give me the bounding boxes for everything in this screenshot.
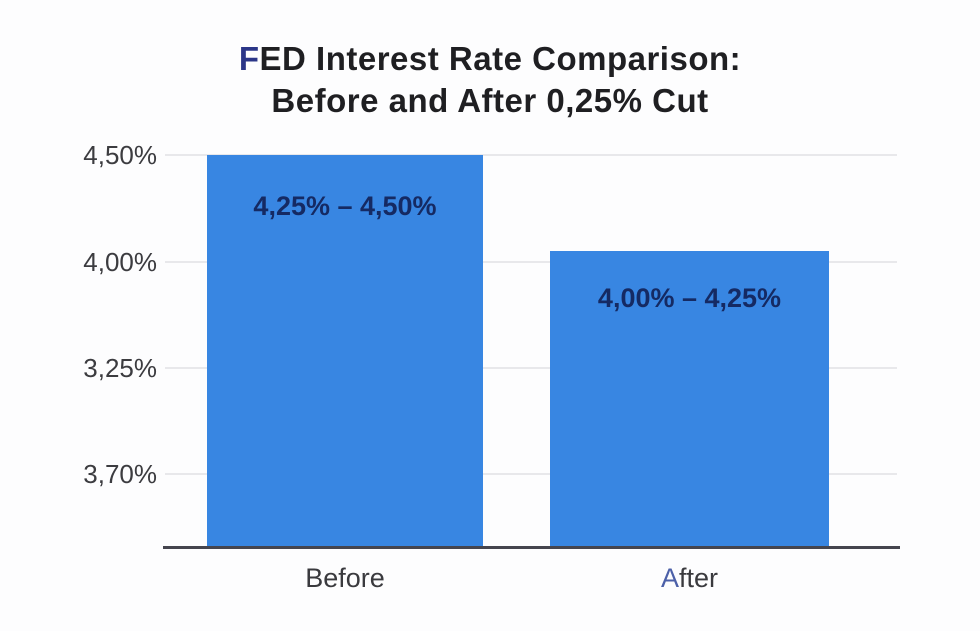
chart-title-line2: Before and After 0,25% Cut bbox=[271, 82, 709, 119]
y-tick-label-3-25: 3,25% bbox=[83, 353, 157, 383]
gridline-3-25 bbox=[165, 367, 897, 369]
chart-title-line1: FED Interest Rate Comparison: bbox=[238, 40, 742, 77]
bar-after: 4,00% – 4,25% bbox=[550, 251, 829, 548]
x-label-before: Before bbox=[305, 563, 385, 593]
y-tick-label-3-70: 3,70% bbox=[83, 459, 157, 489]
chart-title: FED Interest Rate Comparison: Before and… bbox=[0, 38, 980, 122]
bar-before: 4,25% – 4,50% bbox=[207, 155, 483, 548]
gridline-4-50 bbox=[165, 154, 897, 156]
y-tick-label-4-50: 4,50% bbox=[83, 140, 157, 170]
bar-before-range-label: 4,25% – 4,50% bbox=[253, 191, 437, 221]
x-axis-line bbox=[163, 546, 900, 549]
y-tick-label-4-00: 4,00% bbox=[83, 247, 157, 277]
gridline-4-00 bbox=[165, 261, 897, 263]
bar-after-range-label: 4,00% – 4,25% bbox=[597, 283, 782, 313]
x-label-after: After bbox=[660, 563, 719, 593]
gridline-3-70 bbox=[165, 473, 897, 475]
